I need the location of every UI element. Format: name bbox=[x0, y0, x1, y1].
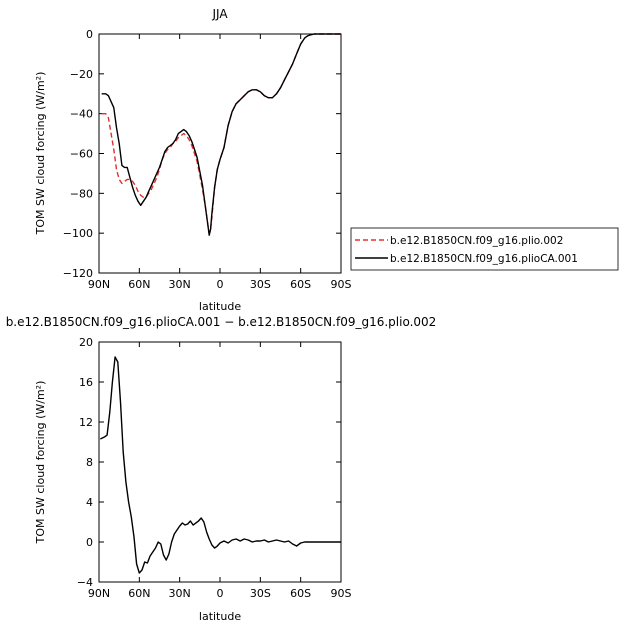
top-chart-x-label: latitude bbox=[199, 300, 241, 313]
x-tick-label: 90N bbox=[88, 278, 110, 291]
y-tick-label: 0 bbox=[86, 536, 93, 549]
y-tick-label: −60 bbox=[70, 148, 93, 161]
x-tick-label: 60N bbox=[128, 587, 150, 600]
y-tick-label: 12 bbox=[79, 416, 93, 429]
bottom-chart: b.e12.B1850CN.f09_g16.plioCA.001 − b.e12… bbox=[6, 315, 437, 623]
x-tick-label: 60S bbox=[290, 587, 311, 600]
top-chart-ticks: 90N 60N 30N 0 30S 60S 90S 0 −20 −40 −60 −80 −100 −120 bbox=[63, 28, 352, 291]
y-tick-label: 20 bbox=[79, 336, 93, 349]
x-tick-label: 30S bbox=[250, 587, 271, 600]
y-tick-label: −120 bbox=[63, 267, 93, 280]
series-line-1 bbox=[101, 33, 341, 236]
y-tick-label: −80 bbox=[70, 187, 93, 200]
bottom-chart-x-label: latitude bbox=[199, 610, 241, 623]
bottom-chart-series bbox=[99, 356, 341, 574]
x-tick-label: 60N bbox=[128, 278, 150, 291]
legend-label-plioca: b.e12.B1850CN.f09_g16.plioCA.001 bbox=[390, 253, 578, 265]
top-chart: JJA TOM SW cloud forcing (W/m²) latitude… bbox=[34, 7, 352, 313]
x-tick-label: 0 bbox=[217, 587, 224, 600]
top-chart-y-label: TOM SW cloud forcing (W/m²) bbox=[34, 72, 47, 236]
legend-box bbox=[350, 227, 619, 271]
x-tick-label: 30N bbox=[169, 278, 191, 291]
y-tick-label: 0 bbox=[86, 28, 93, 41]
x-tick-label: 90N bbox=[88, 587, 110, 600]
y-tick-label: −4 bbox=[77, 576, 93, 589]
legend-label-plio: b.e12.B1850CN.f09_g16.plio.002 bbox=[390, 235, 563, 247]
x-tick-label: 30N bbox=[169, 587, 191, 600]
bottom-chart-y-label: TOM SW cloud forcing (W/m²) bbox=[34, 381, 47, 545]
y-tick-label: 16 bbox=[79, 376, 93, 389]
series-line-0 bbox=[99, 356, 341, 574]
bottom-chart-frame bbox=[98, 341, 342, 583]
y-tick-label: −20 bbox=[70, 68, 93, 81]
bottom-chart-title: b.e12.B1850CN.f09_g16.plioCA.001 − b.e12… bbox=[6, 315, 437, 329]
y-tick-label: −40 bbox=[70, 108, 93, 121]
top-chart-frame bbox=[98, 33, 342, 274]
bottom-chart-ticks: 90N 60N 30N 0 30S 60S 90S −4 0 4 8 12 16 20 bbox=[77, 336, 352, 600]
y-tick-label: 4 bbox=[86, 496, 93, 509]
x-tick-label: 60S bbox=[290, 278, 311, 291]
x-tick-label: 90S bbox=[331, 587, 352, 600]
x-tick-label: 0 bbox=[217, 278, 224, 291]
top-chart-series bbox=[101, 33, 341, 236]
y-tick-label: −100 bbox=[63, 227, 93, 240]
x-tick-label: 30S bbox=[250, 278, 271, 291]
x-tick-label: 90S bbox=[331, 278, 352, 291]
legend: b.e12.B1850CN.f09_g16.plio.002 b.e12.B18… bbox=[350, 227, 619, 271]
series-line-0 bbox=[101, 33, 341, 234]
y-tick-label: 8 bbox=[86, 456, 93, 469]
top-chart-title: JJA bbox=[211, 7, 228, 21]
